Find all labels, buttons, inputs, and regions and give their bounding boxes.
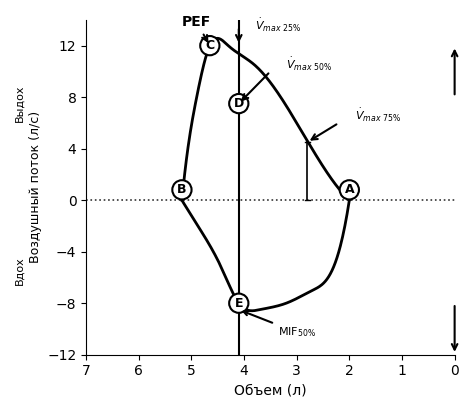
Text: B: B xyxy=(177,183,187,196)
Y-axis label: Воздушный поток (л/с): Воздушный поток (л/с) xyxy=(28,111,42,263)
Text: C: C xyxy=(205,39,214,52)
X-axis label: Объем (л): Объем (л) xyxy=(234,384,307,398)
Text: D: D xyxy=(234,97,244,110)
Text: $\dot{V}_{max\ 50\%}$: $\dot{V}_{max\ 50\%}$ xyxy=(286,55,332,73)
Text: Выдох: Выдох xyxy=(15,85,25,122)
Text: E: E xyxy=(235,297,243,310)
Text: $\dot{V}_{max\ 75\%}$: $\dot{V}_{max\ 75\%}$ xyxy=(355,107,401,124)
Text: MIF$_{50\%}$: MIF$_{50\%}$ xyxy=(244,311,316,339)
Text: A: A xyxy=(345,183,354,196)
Text: $\dot{V}_{max\ 25\%}$: $\dot{V}_{max\ 25\%}$ xyxy=(255,17,301,34)
Text: Вдох: Вдох xyxy=(15,256,25,285)
Text: PEF: PEF xyxy=(182,15,211,41)
